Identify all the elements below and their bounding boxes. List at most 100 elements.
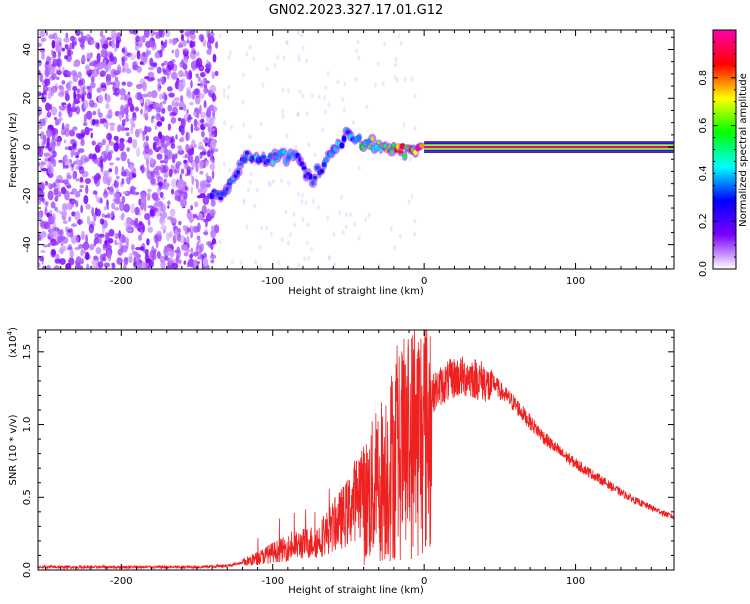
noise-blob bbox=[126, 228, 133, 232]
noise-blob bbox=[50, 201, 56, 209]
noise-blob bbox=[135, 246, 141, 251]
noise-blob bbox=[174, 102, 180, 107]
noise-blob bbox=[395, 77, 399, 83]
noise-blob bbox=[73, 71, 77, 78]
noise-blob bbox=[119, 138, 125, 143]
noise-blob bbox=[141, 35, 146, 43]
noise-blob bbox=[54, 206, 59, 212]
noise-blob bbox=[183, 190, 188, 201]
noise-blob bbox=[93, 119, 99, 125]
noise-blob bbox=[88, 53, 93, 60]
noise-blob bbox=[153, 234, 159, 244]
noise-blob bbox=[41, 168, 48, 172]
noise-blob bbox=[88, 223, 95, 234]
noise-blob bbox=[112, 92, 119, 96]
noise-blob bbox=[222, 88, 226, 94]
noise-blob bbox=[159, 49, 163, 58]
noise-blob bbox=[106, 37, 112, 41]
noise-blob bbox=[296, 262, 300, 268]
noise-blob bbox=[108, 168, 113, 173]
trace-blob bbox=[313, 175, 317, 180]
noise-blob bbox=[157, 181, 164, 187]
noise-blob bbox=[45, 128, 53, 138]
noise-blob bbox=[398, 234, 402, 240]
noise-blob bbox=[210, 251, 214, 257]
noise-blob bbox=[190, 186, 193, 195]
spectrogram-y-label: Frequency (Hz) bbox=[8, 112, 19, 188]
noise-blob bbox=[121, 166, 125, 173]
noise-blob bbox=[203, 139, 210, 143]
noise-blob bbox=[246, 187, 250, 193]
noise-blob bbox=[100, 87, 107, 92]
noise-blob bbox=[130, 104, 135, 112]
noise-blob bbox=[150, 260, 155, 268]
y-tick-label: 0.0 bbox=[22, 562, 33, 578]
trace-blob bbox=[281, 149, 287, 155]
noise-blob bbox=[159, 191, 164, 198]
noise-blob bbox=[150, 76, 156, 81]
noise-blob bbox=[311, 198, 315, 204]
trace-blob bbox=[390, 149, 394, 154]
noise-blob bbox=[77, 79, 84, 87]
trace-blob bbox=[260, 154, 267, 159]
noise-blob bbox=[276, 54, 280, 60]
noise-blob bbox=[198, 159, 204, 170]
noise-blob bbox=[165, 30, 171, 38]
noise-blob bbox=[59, 246, 64, 255]
noise-blob bbox=[296, 111, 300, 117]
x-tick-label: 100 bbox=[566, 276, 585, 287]
noise-blob bbox=[260, 225, 264, 231]
noise-blob bbox=[239, 259, 243, 265]
noise-blob bbox=[64, 93, 70, 102]
noise-blob bbox=[130, 185, 135, 195]
noise-blob bbox=[189, 42, 196, 48]
noise-blob bbox=[218, 33, 222, 39]
noise-blob bbox=[205, 63, 210, 69]
noise-blob bbox=[198, 33, 205, 42]
noise-blob bbox=[128, 164, 135, 171]
noise-blob bbox=[307, 142, 311, 148]
noise-blob bbox=[56, 210, 62, 214]
noise-blob bbox=[132, 112, 137, 122]
noise-blob bbox=[341, 96, 345, 102]
noise-blob bbox=[38, 124, 43, 130]
noise-blob bbox=[149, 57, 154, 67]
noise-blob bbox=[284, 209, 288, 215]
noise-blob bbox=[294, 144, 298, 150]
noise-blob bbox=[40, 161, 47, 166]
noise-blob bbox=[190, 204, 194, 211]
trace-blob bbox=[419, 143, 425, 149]
noise-blob bbox=[75, 105, 81, 115]
noise-blob bbox=[68, 257, 75, 266]
noise-blob bbox=[108, 122, 116, 126]
noise-blob bbox=[183, 49, 186, 56]
noise-blob bbox=[75, 158, 81, 165]
noise-blob bbox=[166, 232, 170, 242]
noise-blob bbox=[209, 152, 213, 163]
noise-blob bbox=[194, 88, 201, 99]
noise-blob bbox=[109, 125, 115, 132]
noise-blob bbox=[51, 213, 56, 222]
noise-blob bbox=[104, 231, 108, 242]
noise-blob bbox=[44, 201, 49, 207]
noise-blob bbox=[175, 134, 178, 140]
noise-blob bbox=[105, 144, 110, 153]
noise-blob bbox=[180, 95, 184, 102]
noise-blob bbox=[190, 167, 193, 178]
noise-blob bbox=[143, 30, 150, 38]
noise-blob bbox=[74, 190, 81, 198]
noise-blob bbox=[50, 183, 57, 188]
noise-blob bbox=[38, 42, 43, 47]
noise-blob bbox=[173, 249, 180, 254]
noise-blob bbox=[144, 144, 150, 155]
noise-blob bbox=[181, 73, 188, 77]
noise-blob bbox=[148, 128, 151, 132]
noise-blob bbox=[138, 211, 142, 216]
noise-blob bbox=[59, 85, 65, 96]
noise-blob bbox=[39, 218, 44, 228]
trace-blob bbox=[319, 168, 324, 174]
noise-blob bbox=[139, 246, 145, 251]
noise-blob bbox=[241, 99, 245, 105]
noise-blob bbox=[212, 53, 217, 63]
noise-blob bbox=[115, 175, 120, 180]
